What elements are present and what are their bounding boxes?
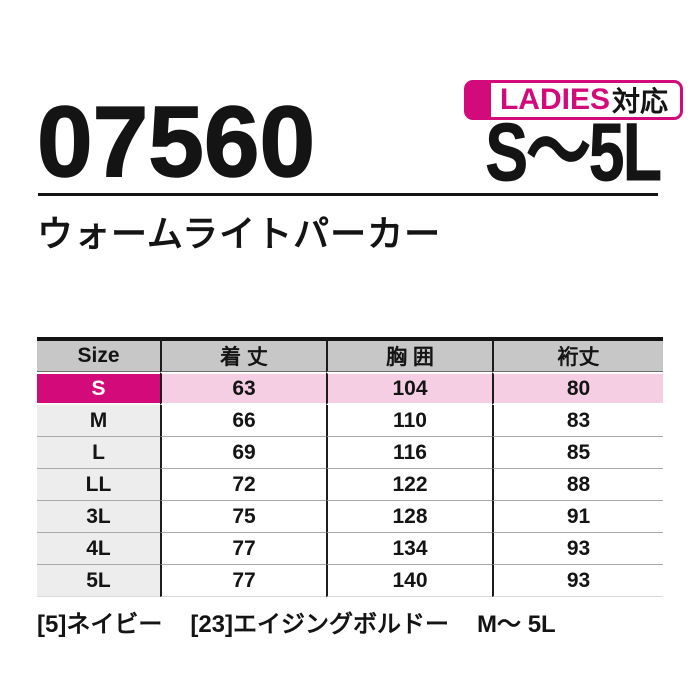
value-cell: 93	[492, 533, 663, 565]
value-cell: 140	[326, 565, 492, 597]
table-row-5l: 5L 77 140 93	[37, 565, 663, 597]
size-cell: LL	[37, 469, 160, 501]
table-row-l: L 69 116 85	[37, 437, 663, 469]
color-option-bordeaux: [23]エイジングボルドー	[190, 611, 450, 638]
value-cell: 88	[492, 469, 663, 501]
header-chest: 胸 囲	[326, 337, 492, 372]
value-cell: 80	[492, 372, 663, 405]
value-cell: 93	[492, 565, 663, 597]
value-cell: 66	[160, 405, 326, 437]
table-row-m: M 66 110 83	[37, 405, 663, 437]
header-size: Size	[37, 337, 160, 372]
ladies-badge: LADIES 対応	[463, 80, 683, 120]
footer-size-range: M〜 5L	[477, 611, 556, 638]
size-table: Size 着 丈 胸 囲 裄丈 S 63 104 80 M 66 110 83 …	[37, 337, 663, 597]
header-body-length: 着 丈	[160, 337, 326, 372]
ladies-badge-label: LADIES	[499, 83, 610, 116]
table-row-3l: 3L 75 128 91	[37, 501, 663, 533]
title-underline	[38, 193, 658, 196]
size-range: S〜5L	[484, 107, 662, 198]
value-cell: 69	[160, 437, 326, 469]
value-cell: 128	[326, 501, 492, 533]
value-cell: 91	[492, 501, 663, 533]
size-cell: 5L	[37, 565, 160, 597]
value-cell: 110	[326, 405, 492, 437]
value-cell: 77	[160, 565, 326, 597]
value-cell: 75	[160, 501, 326, 533]
product-name: ウォームライトパーカー	[37, 213, 442, 254]
ladies-badge-accent-block	[466, 83, 491, 117]
table-row-s-highlighted: S 63 104 80	[37, 372, 663, 405]
value-cell: 85	[492, 437, 663, 469]
value-cell: 72	[160, 469, 326, 501]
taiou-label: 対応	[611, 86, 668, 117]
size-cell: M	[37, 405, 160, 437]
size-cell: S	[37, 372, 160, 405]
footer-note: [5]ネイビー [23]エイジングボルドー M〜 5L	[37, 604, 556, 639]
value-cell: 77	[160, 533, 326, 565]
product-code: 07560	[36, 86, 316, 198]
header-sleeve-length: 裄丈	[492, 337, 663, 372]
table-row-ll: LL 72 122 88	[37, 469, 663, 501]
size-cell: 4L	[37, 533, 160, 565]
value-cell: 116	[326, 437, 492, 469]
value-cell: 63	[160, 372, 326, 405]
value-cell: 134	[326, 533, 492, 565]
table-row-4l: 4L 77 134 93	[37, 533, 663, 565]
value-cell: 122	[326, 469, 492, 501]
value-cell: 104	[326, 372, 492, 405]
size-cell: L	[37, 437, 160, 469]
value-cell: 83	[492, 405, 663, 437]
size-cell: 3L	[37, 501, 160, 533]
color-option-navy: [5]ネイビー	[37, 611, 163, 638]
table-header-row: Size 着 丈 胸 囲 裄丈	[37, 337, 663, 372]
